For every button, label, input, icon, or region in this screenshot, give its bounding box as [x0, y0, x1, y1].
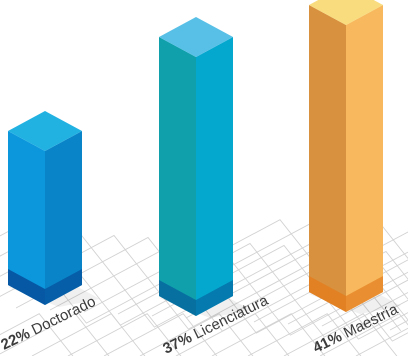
- bar-left-face: [159, 37, 196, 316]
- grid-line: [67, 313, 182, 356]
- value-label: 22%: [0, 325, 33, 353]
- grid-line: [185, 246, 408, 342]
- bar-right-face: [45, 131, 82, 305]
- grid-line: [0, 313, 74, 356]
- bar-top-face: [8, 111, 82, 151]
- bar-left-face: [8, 131, 45, 305]
- grid-line: [151, 244, 408, 340]
- value-label: 41%: [310, 328, 344, 356]
- grid-line: [49, 238, 408, 334]
- grid-line: [319, 313, 408, 356]
- bar-base-right: [45, 269, 82, 305]
- bar-base-right: [196, 280, 233, 316]
- bar-left-face: [309, 5, 346, 312]
- grid-line: [0, 313, 110, 356]
- grid-line: [283, 313, 398, 356]
- grid-line: [355, 327, 408, 356]
- grid-line: [211, 313, 326, 356]
- bars: [8, 0, 401, 318]
- bar-maestría: [309, 0, 401, 314]
- bar-licenciatura: [159, 17, 251, 318]
- bar-base-left: [159, 280, 196, 316]
- bar-base-left: [8, 269, 45, 305]
- bar-top-face: [159, 17, 233, 57]
- bar-base-left: [309, 276, 346, 312]
- grid-line: [219, 248, 408, 321]
- bar-right-face: [346, 5, 383, 312]
- value-label: 37%: [160, 329, 194, 356]
- grid-line: [0, 219, 368, 330]
- grid-line: [103, 313, 218, 356]
- bar-doctorado: [8, 111, 100, 307]
- bar-right-face: [196, 37, 233, 316]
- grid-line: [139, 313, 254, 356]
- grid-line: [247, 313, 362, 356]
- grid-line: [175, 313, 290, 356]
- bar-base-right: [346, 276, 383, 312]
- bar-top-face: [309, 0, 383, 25]
- grid-line: [31, 313, 146, 356]
